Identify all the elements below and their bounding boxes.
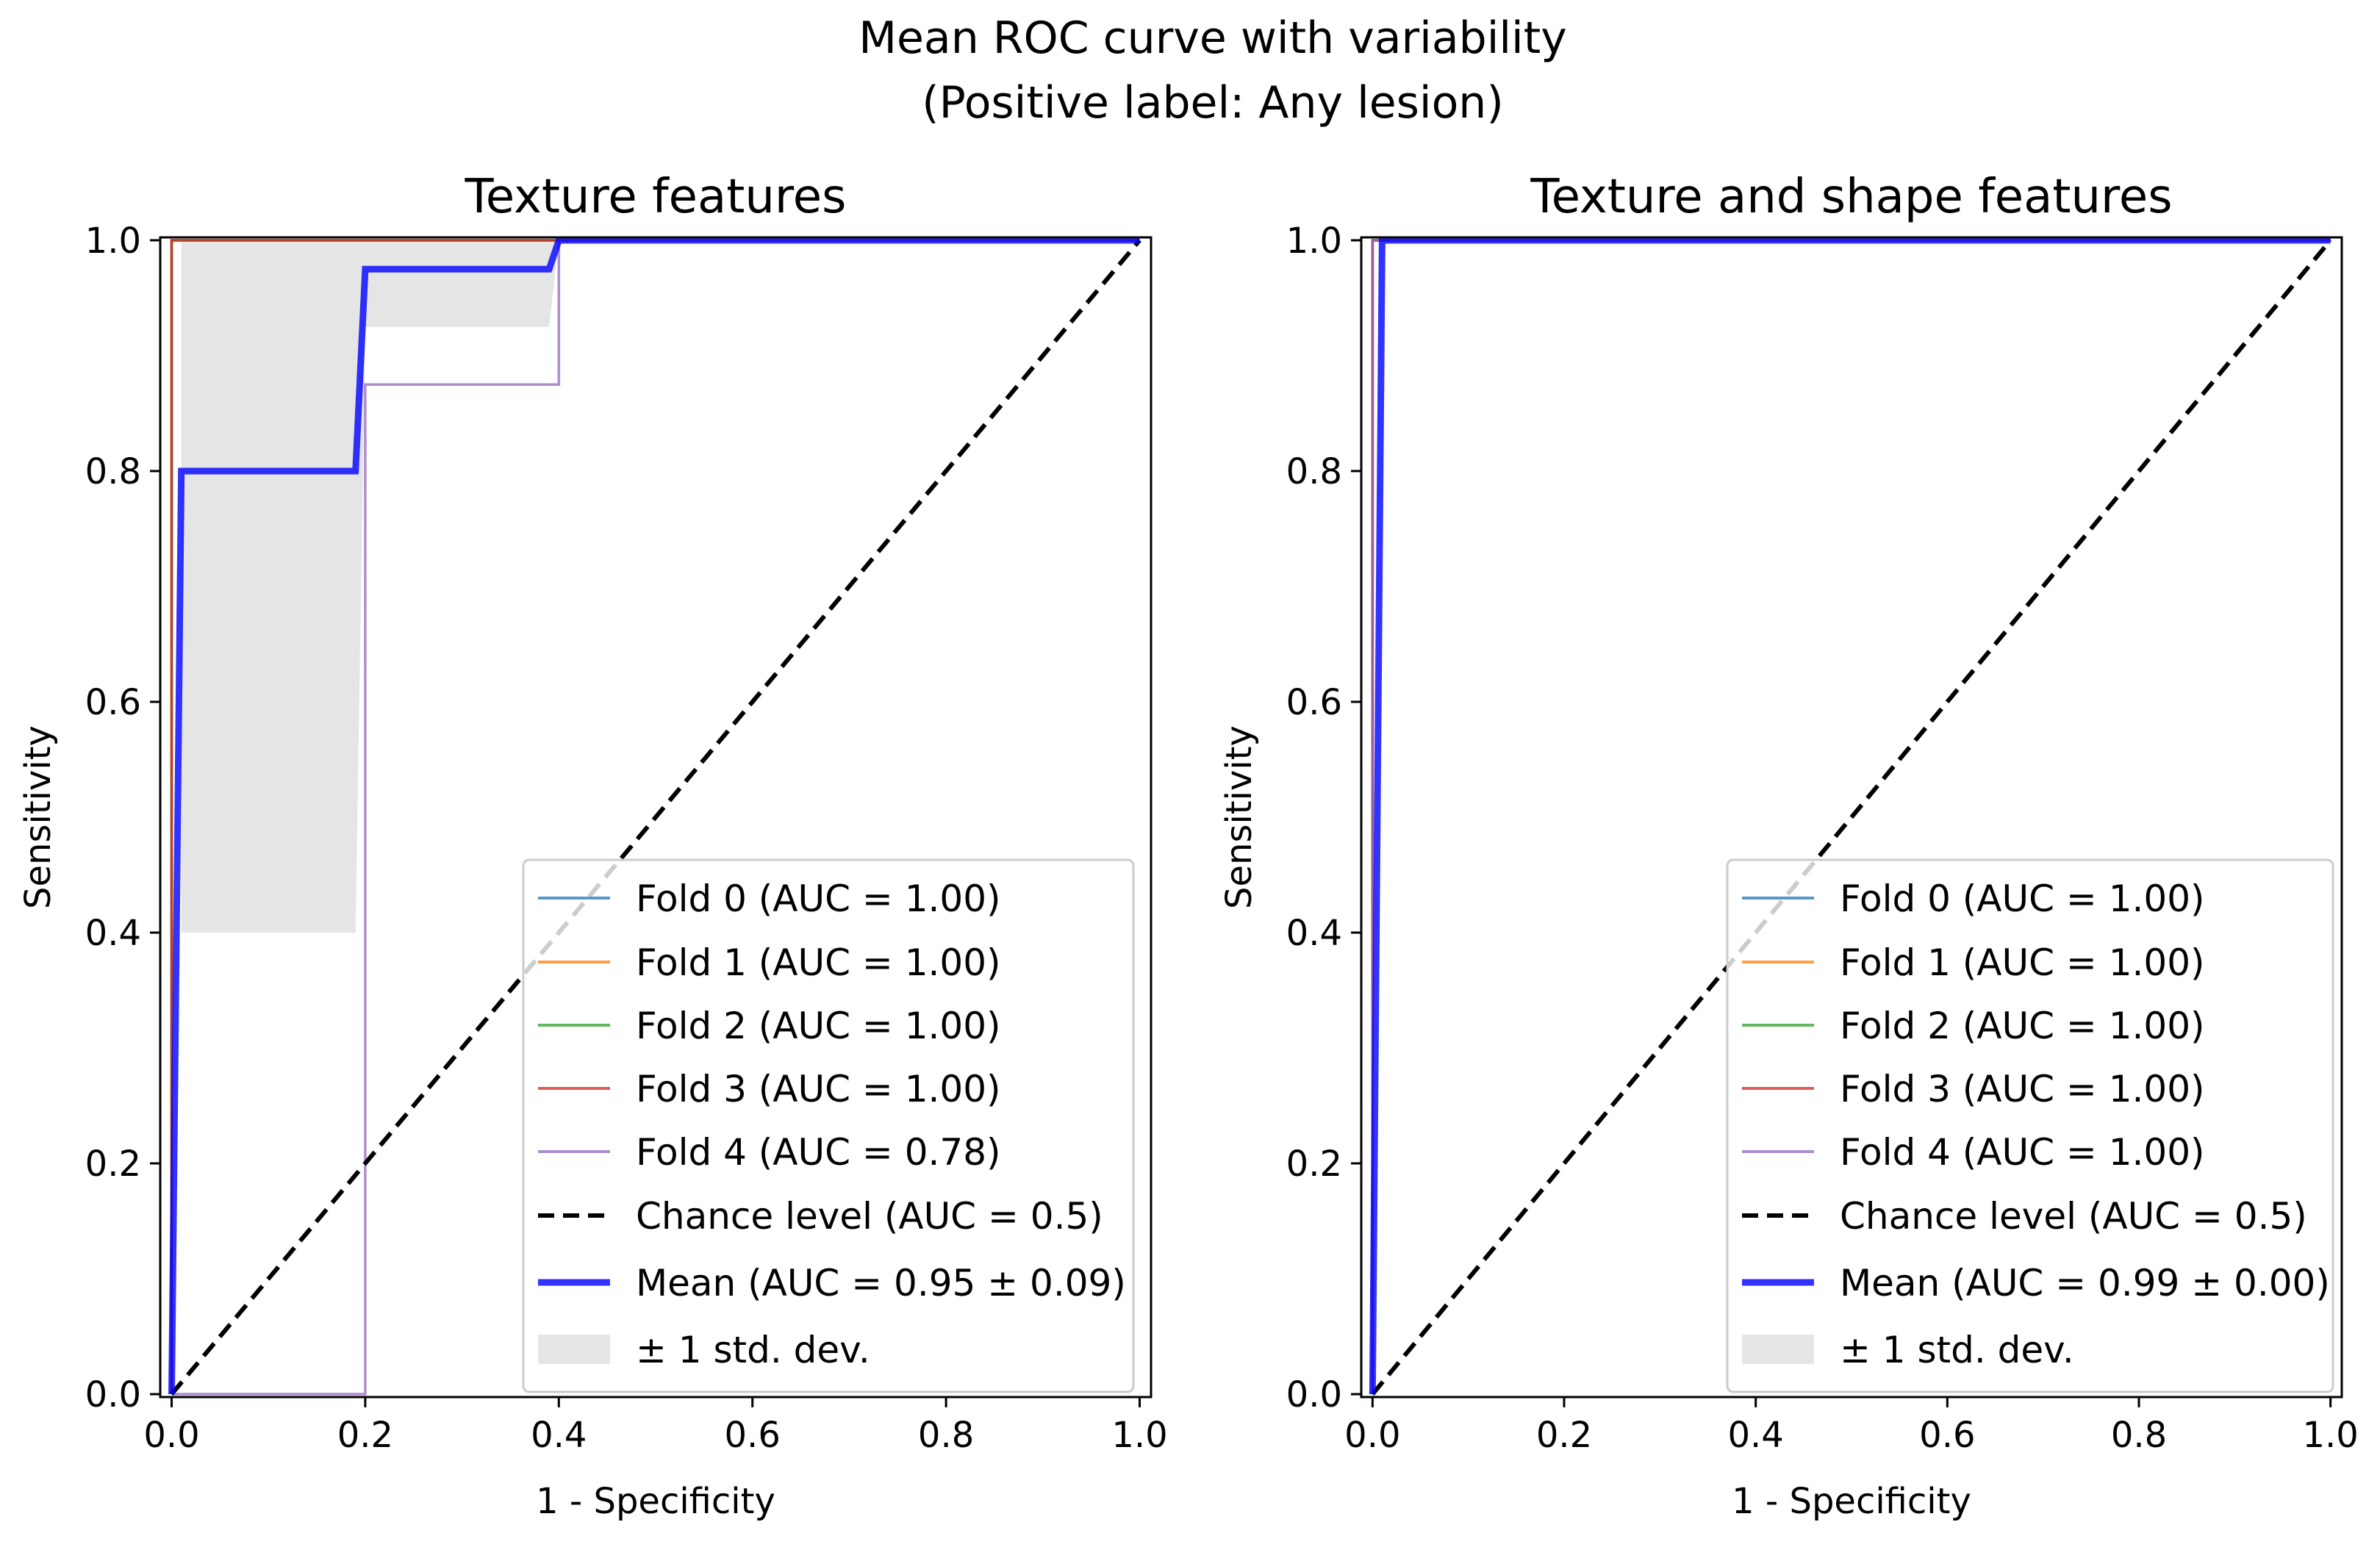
legend: Fold 0 (AUC = 1.00) Fold 1 (AUC = 1.00) Fo… [1726, 858, 2334, 1393]
x-tick-label: 1.0 [2302, 1415, 2358, 1456]
legend-box [522, 858, 1135, 1393]
legend-fold-3-label: Fold 3 (AUC = 1.00) [1840, 1068, 2205, 1110]
y-tick-label: 0.4 [85, 913, 141, 954]
y-tick-label: 0.0 [85, 1374, 141, 1415]
legend-chance-label: Chance level (AUC = 0.5) [1840, 1195, 2307, 1238]
std-dev-band [181, 240, 1140, 933]
legend-fold-0-label: Fold 0 (AUC = 1.00) [636, 877, 1001, 920]
y-tick-label: 0.0 [1286, 1374, 1342, 1415]
y-tick-label: 0.8 [85, 451, 141, 492]
texture-features-panel: Texture features 0.0 0.2 0.4 0.6 0.8 1.0 0.0 0.2… [18, 170, 1168, 1522]
legend-fold-2-label: Fold 2 (AUC = 1.00) [1840, 1005, 2205, 1047]
y-tick-label: 0.6 [85, 682, 141, 723]
legend: Fold 0 (AUC = 1.00) Fold 1 (AUC = 1.00) Fo… [522, 858, 1135, 1393]
x-tick-label: 0.0 [143, 1415, 199, 1456]
legend-std-handle [1742, 1335, 1814, 1364]
legend-std-handle [538, 1335, 610, 1364]
y-tick-label: 0.4 [1286, 913, 1342, 954]
y-axis-label: Sensitivity [18, 725, 59, 909]
legend-chance-label: Chance level (AUC = 0.5) [636, 1195, 1103, 1238]
legend-fold-2-label: Fold 2 (AUC = 1.00) [636, 1005, 1001, 1047]
y-tick-label: 0.6 [1286, 682, 1342, 723]
mean-roc-curve [1369, 237, 2331, 1395]
legend-mean-label: Mean (AUC = 0.99 ± 0.00) [1840, 1262, 2330, 1304]
x-tick-label: 0.8 [918, 1415, 974, 1456]
axes-frame [159, 236, 1153, 1399]
legend-fold-4-label: Fold 4 (AUC = 1.00) [1840, 1131, 2205, 1174]
legend-fold-1-label: Fold 1 (AUC = 1.00) [636, 941, 1001, 984]
chance-level-line [1371, 239, 2332, 1396]
legend-fold-1-label: Fold 1 (AUC = 1.00) [1840, 941, 2205, 984]
x-axis-label: 1 - Specificity [536, 1481, 775, 1522]
x-tick-label: 0.4 [531, 1415, 587, 1456]
mean-roc-curve [168, 237, 1140, 1395]
panel-title: Texture and shape features [1530, 170, 2172, 224]
y-axis-label: Sensitivity [1219, 725, 1260, 909]
x-axis-label: 1 - Specificity [1732, 1481, 1971, 1522]
x-tick-label: 0.2 [337, 1415, 393, 1456]
legend-fold-4-label: Fold 4 (AUC = 0.78) [636, 1131, 1001, 1174]
x-tick-label: 0.4 [1727, 1415, 1783, 1456]
x-tick-label: 0.6 [725, 1415, 781, 1456]
panel-title: Texture features [464, 170, 846, 224]
legend-std-label: ± 1 std. dev. [636, 1329, 870, 1371]
y-tick-label: 1.0 [85, 220, 141, 262]
x-tick-label: 0.8 [2111, 1415, 2167, 1456]
x-tick-label: 1.0 [1111, 1415, 1167, 1456]
figure-title-line1: Mean ROC curve with variability [859, 12, 1567, 64]
axes-frame [1360, 236, 2343, 1399]
texture-and-shape-features-panel: Texture and shape features 0.0 0.2 0.4 0.6 0.… [1219, 170, 2359, 1522]
legend-std-label: ± 1 std. dev. [1840, 1329, 2074, 1371]
figure-title-line2: (Positive label: Any lesion) [922, 77, 1503, 129]
chance-level-line [170, 239, 1141, 1396]
y-tick-label: 1.0 [1286, 220, 1342, 262]
legend-box [1726, 858, 2334, 1393]
x-tick-label: 0.0 [1344, 1415, 1400, 1456]
y-tick-label: 0.2 [85, 1144, 141, 1185]
x-tick-label: 0.2 [1536, 1415, 1592, 1456]
x-tick-label: 0.6 [1919, 1415, 1975, 1456]
y-tick-label: 0.2 [1286, 1144, 1342, 1185]
legend-mean-label: Mean (AUC = 0.95 ± 0.09) [636, 1262, 1126, 1304]
legend-fold-3-label: Fold 3 (AUC = 1.00) [636, 1068, 1001, 1110]
legend-fold-0-label: Fold 0 (AUC = 1.00) [1840, 877, 2205, 920]
y-tick-label: 0.8 [1286, 451, 1342, 492]
